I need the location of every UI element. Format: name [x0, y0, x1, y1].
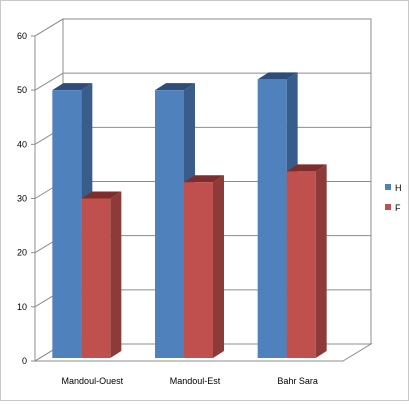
y-tick-label: 60 — [17, 31, 27, 41]
bar-F-Bahr Sara — [286, 164, 327, 358]
bars — [52, 72, 327, 359]
bar-side — [110, 191, 122, 358]
x-tick-label: Bahr Sara — [277, 376, 318, 386]
x-tick-label: Mandoul-Ouest — [62, 376, 124, 386]
bar-F-Mandoul-Est — [184, 175, 224, 358]
legend-swatch — [385, 204, 391, 210]
legend-swatch — [385, 184, 391, 190]
bar-side — [213, 175, 224, 358]
legend-label: H — [395, 183, 402, 193]
bar-side — [315, 164, 327, 358]
bar-top — [257, 72, 298, 80]
bar-top — [81, 191, 122, 199]
gridline-side — [34, 18, 64, 37]
bar-F-Mandoul-Ouest — [81, 191, 122, 358]
bar-top — [184, 175, 224, 183]
bar-top — [286, 164, 327, 172]
bar-front — [81, 198, 111, 358]
bar-front — [52, 90, 82, 359]
legend-label: F — [395, 203, 401, 213]
y-tick-label: 0 — [22, 356, 27, 366]
legend-item-F: F — [385, 203, 401, 213]
bar-front — [184, 182, 213, 358]
bar-front — [257, 79, 287, 358]
legend: HF — [385, 183, 402, 213]
y-tick-label: 50 — [17, 85, 27, 95]
bar-top — [155, 83, 195, 91]
legend-item-H: H — [385, 183, 402, 193]
x-axis: Mandoul-Ouest Mandoul-Est Bahr Sara — [35, 360, 343, 386]
y-tick-label: 10 — [17, 302, 27, 312]
bar-top — [52, 83, 93, 91]
y-tick-label: 40 — [17, 139, 27, 149]
y-tick-label: 20 — [17, 248, 27, 258]
bar-front — [155, 90, 184, 359]
bar-front — [286, 171, 316, 358]
y-axis: 0 10 20 30 40 50 60 — [17, 31, 36, 366]
y-tick-label: 30 — [17, 194, 27, 204]
x-tick-label: Mandoul-Est — [170, 376, 221, 386]
gridline-side — [34, 72, 64, 91]
